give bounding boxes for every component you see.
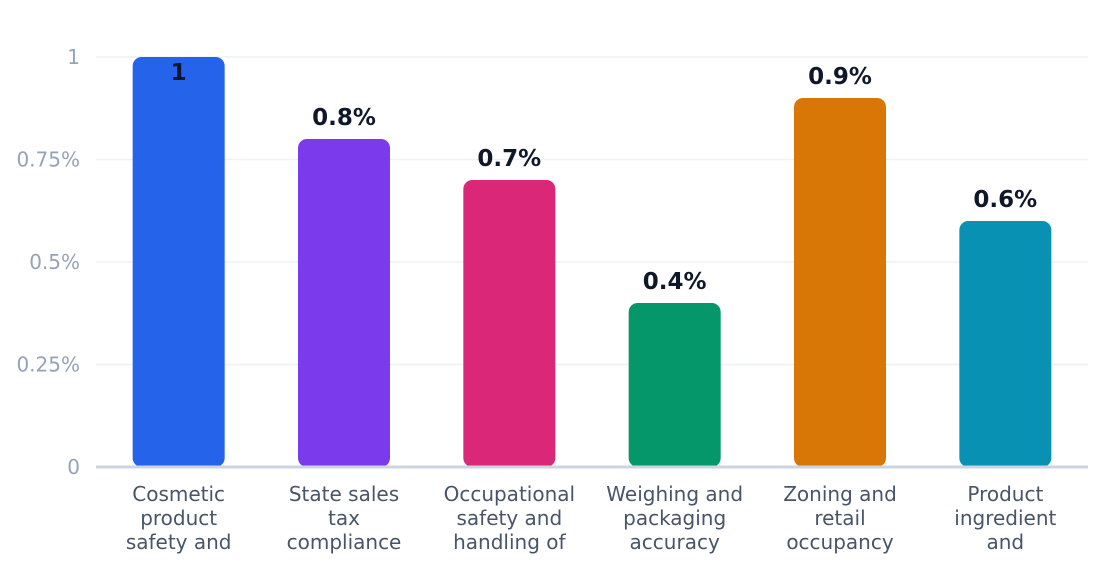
data-labels: 1 0.8% 0.7% 0.4% 0.9% 0.6% <box>171 60 1038 295</box>
x-tick-label: Zoning and retail occupancy <box>783 482 897 554</box>
y-tick-label: 0 <box>67 455 80 479</box>
data-label: 1 <box>171 60 187 86</box>
x-tick-label-line: Cosmetic <box>132 482 225 506</box>
y-axis-ticks: 0 0.25% 0.5% 0.75% 1 <box>16 45 80 479</box>
x-tick-label-line: product <box>140 506 217 530</box>
x-tick-label-line: safety and <box>456 506 562 530</box>
x-tick-label: State sales tax compliance <box>287 482 402 554</box>
bar <box>794 98 886 467</box>
x-tick-label-line: Occupational <box>444 482 575 506</box>
x-tick-label-line: ingredient <box>954 506 1056 530</box>
data-label: 0.6% <box>973 187 1037 213</box>
x-tick-label-line: occupancy <box>786 530 894 554</box>
x-tick-label-line: safety and <box>126 530 232 554</box>
x-tick-label: Product ingredient and <box>954 482 1056 554</box>
bars <box>132 57 1052 467</box>
bar <box>463 180 556 467</box>
bar <box>959 221 1052 467</box>
x-tick-label-line: retail <box>814 506 865 530</box>
y-tick-label: 0.25% <box>16 353 80 377</box>
data-label: 0.4% <box>643 269 707 295</box>
x-tick-label-line: tax <box>328 506 360 530</box>
x-tick-label-line: handling of <box>453 530 566 554</box>
bar <box>628 303 721 467</box>
x-tick-label-line: and <box>987 530 1025 554</box>
data-label: 0.8% <box>312 105 376 131</box>
x-tick-label-line: Product <box>967 482 1043 506</box>
y-tick-label: 0.75% <box>16 148 80 172</box>
data-label: 0.7% <box>477 146 541 172</box>
grid-lines <box>96 56 1088 366</box>
y-tick-label: 0.5% <box>29 250 80 274</box>
x-tick-label-line: accuracy <box>630 530 720 554</box>
x-tick-label-line: State sales <box>289 482 399 506</box>
x-tick-label-line: packaging <box>623 506 726 530</box>
data-label: 0.9% <box>808 64 872 90</box>
x-tick-label: Weighing and packaging accuracy <box>606 482 743 554</box>
x-tick-label-line: Weighing and <box>606 482 743 506</box>
bar <box>298 139 390 467</box>
bar <box>132 57 225 467</box>
x-tick-label-line: Zoning and <box>783 482 897 506</box>
x-tick-label: Occupational safety and handling of <box>444 482 575 554</box>
y-tick-label: 1 <box>67 45 80 69</box>
x-tick-label-line: compliance <box>287 530 402 554</box>
x-tick-label: Cosmetic product safety and <box>126 482 232 554</box>
